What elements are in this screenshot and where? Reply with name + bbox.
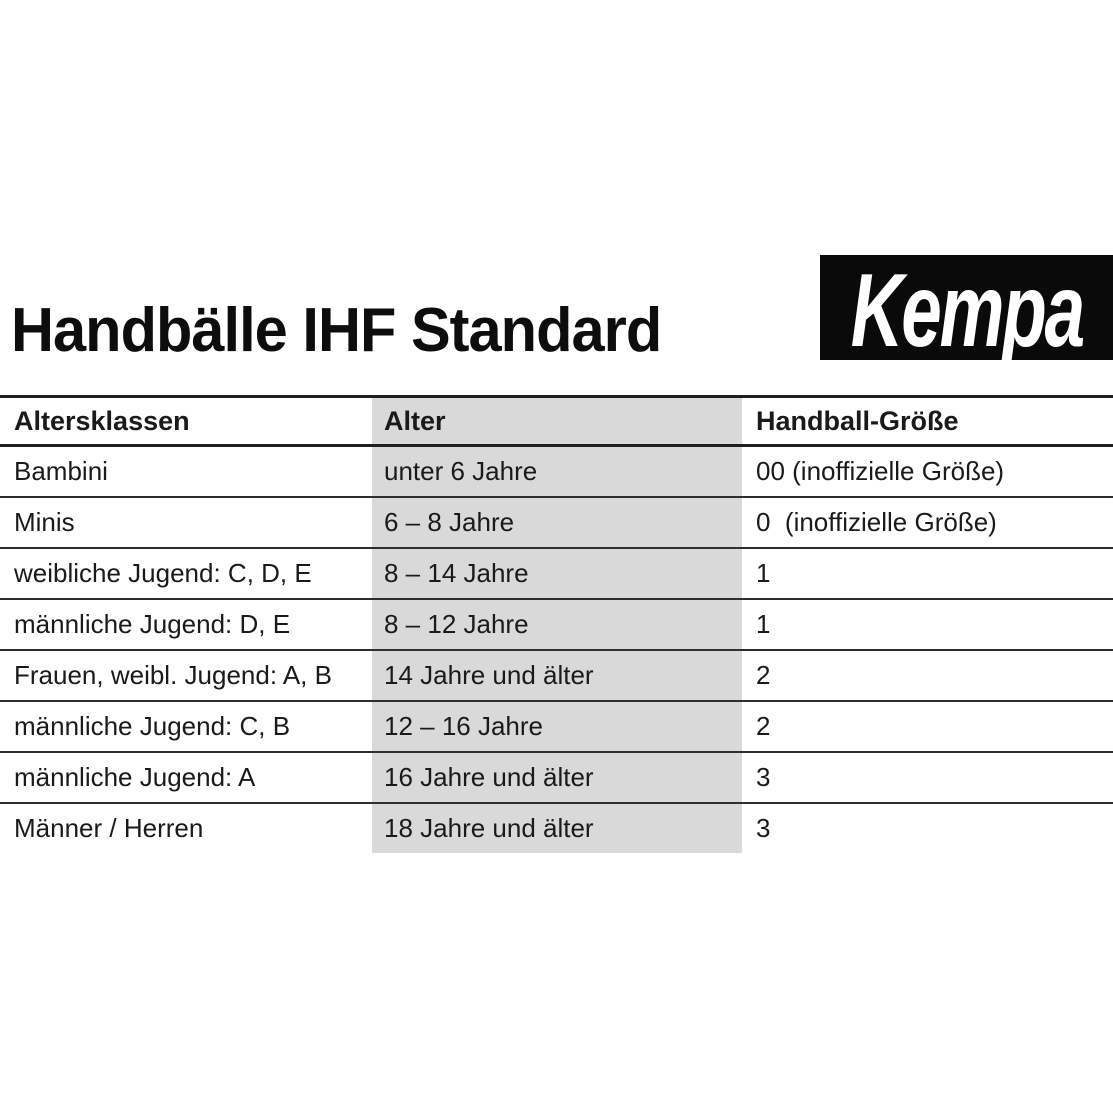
cell-groesse: 3 [756, 813, 771, 843]
cell-altersklasse: männliche Jugend: A [0, 752, 372, 804]
column-header-altersklassen: Altersklassen [0, 396, 372, 447]
cell-groesse: 1 [742, 548, 1113, 600]
table-row: Bambini unter 6 Jahre 00 (inoffizielle G… [0, 445, 1113, 498]
cell-alter: 8 – 14 Jahre [372, 548, 742, 600]
kempa-logo: Kempa [820, 255, 1113, 360]
cell-groesse: 3 [742, 752, 1113, 804]
cell-alter: 8 – 12 Jahre [372, 599, 742, 651]
table-row: Frauen, weibl. Jugend: A, B 14 Jahre und… [0, 650, 1113, 702]
cell-alter: 14 Jahre und älter [372, 650, 742, 702]
cell-altersklasse: männliche Jugend: D, E [0, 599, 372, 651]
cell-alter: unter 6 Jahre [372, 445, 742, 498]
cell-groesse: 2 [742, 701, 1113, 753]
table-row: weibliche Jugend: C, D, E 8 – 14 Jahre 1 [0, 548, 1113, 600]
cell-groesse: 1 [742, 599, 1113, 651]
table-row: Minis 6 – 8 Jahre 0 (inoffizielle Größe) [0, 497, 1113, 549]
kempa-logo-text: Kempa [850, 255, 1084, 361]
cell-groesse: 0 (inoffizielle Größe) [742, 497, 1113, 549]
cell-groesse: 2 [742, 650, 1113, 702]
cell-alter: 6 – 8 Jahre [372, 497, 742, 549]
cell-altersklasse: Minis [0, 497, 372, 549]
table-row: männliche Jugend: A 16 Jahre und älter 3 [0, 752, 1113, 804]
cell-alter: 12 – 16 Jahre [372, 701, 742, 753]
cell-alter: 16 Jahre und älter [372, 752, 742, 804]
cell-alter: 18 Jahre und älter [372, 803, 742, 853]
table-header: Altersklassen Alter Handball-Größe [0, 396, 1113, 447]
page-title: Handbälle IHF Standard [11, 295, 662, 365]
table-body: Bambini unter 6 Jahre 00 (inoffizielle G… [0, 445, 1113, 853]
column-header-handball-groesse: Handball-Größe [742, 396, 1113, 447]
cell-altersklasse: weibliche Jugend: C, D, E [0, 548, 372, 600]
handball-sizes-table: Altersklassen Alter Handball-Größe Bambi… [0, 395, 1113, 853]
cell-altersklasse: Bambini [0, 445, 372, 498]
table-row: männliche Jugend: D, E 8 – 12 Jahre 1 [0, 599, 1113, 651]
cell-altersklasse: Männer / Herren [14, 813, 204, 843]
table-header-row: Altersklassen Alter Handball-Größe [0, 396, 1113, 447]
table-row: männliche Jugend: C, B 12 – 16 Jahre 2 [0, 701, 1113, 753]
table-row: Männer / Herren 18 Jahre und älter 3 [0, 803, 1113, 853]
cell-altersklasse: männliche Jugend: C, B [0, 701, 372, 753]
column-header-alter: Alter [372, 396, 742, 447]
cell-groesse: 00 (inoffizielle Größe) [742, 445, 1113, 498]
cell-altersklasse: Frauen, weibl. Jugend: A, B [0, 650, 372, 702]
